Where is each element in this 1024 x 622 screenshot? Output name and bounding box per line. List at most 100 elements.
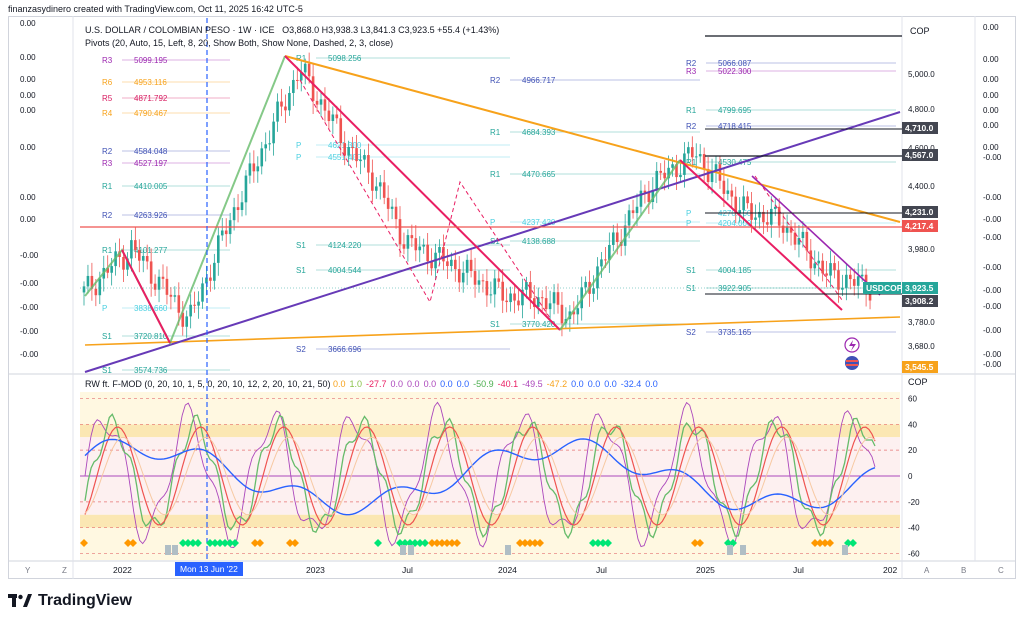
pivot-label: R3 [102, 159, 113, 168]
pivot-value: 4004.544 [328, 266, 362, 275]
candle-body [426, 244, 429, 262]
symbol-title: U.S. DOLLAR / COLOMBIAN PESO · 1W · ICE [85, 25, 275, 35]
lightning-glyph [849, 340, 856, 351]
osc-tick-label: -40 [908, 524, 920, 533]
osc-tick-label: 20 [908, 446, 917, 455]
left-scale-label: -0.00 [20, 327, 39, 336]
toolbar-button-B[interactable]: B [961, 566, 966, 575]
oscillator-value-7: 0.0 [456, 379, 470, 389]
candle-body [801, 231, 805, 239]
candle-body [122, 256, 125, 270]
zigzag-red-2 [284, 55, 561, 331]
candle-body [501, 281, 504, 301]
candle-body [734, 196, 738, 213]
candle-body [126, 258, 129, 270]
pivot-label: R2 [490, 76, 501, 85]
oscillator-value-15: -32.4 [620, 379, 642, 389]
right-scale-label: 0.00 [983, 75, 999, 84]
candle-body [758, 211, 761, 218]
oscillator-value-1: 1.0 [349, 379, 363, 389]
candle-body [592, 288, 595, 294]
diamond-marker-orange [443, 539, 451, 547]
left-scale-label: 0.00 [20, 193, 36, 202]
chart-frame [8, 16, 1016, 579]
candle-body [205, 277, 208, 284]
osc-tick-label: -20 [908, 498, 920, 507]
candle-body [339, 118, 343, 144]
candle-body [513, 293, 516, 301]
pivot-value: 3574.736 [134, 366, 168, 375]
candle-body [706, 168, 710, 183]
candle-body [343, 143, 346, 156]
diamond-marker-green [206, 539, 214, 547]
left-scale-label: 0.00 [20, 19, 36, 28]
pivot-value: 5098.256 [328, 54, 362, 63]
candle-body [754, 217, 757, 220]
candle-body [319, 99, 323, 105]
oscillator-value-4: 0.0 [407, 379, 420, 389]
pivot-value: 4263.926 [134, 211, 168, 220]
price-tag-label: 3,545.5 [905, 362, 934, 372]
pivot-label: R1 [102, 182, 113, 191]
pivot-label: S1 [490, 320, 500, 329]
candle-body [813, 263, 817, 269]
candle-body [244, 175, 248, 203]
time-tick-label: 2023 [306, 565, 325, 575]
toolbar-button-Z[interactable]: Z [62, 566, 67, 575]
left-scale-label: 0.00 [20, 106, 36, 115]
right-scale-label: 0.00 [983, 121, 999, 130]
candle-body [390, 206, 394, 209]
diamond-marker-orange [428, 539, 436, 547]
candle-body [213, 262, 216, 281]
time-tick-label: Jul [402, 565, 413, 575]
pivot-label: R1 [296, 54, 307, 63]
candle-body [224, 230, 228, 235]
candle-body [359, 159, 362, 162]
oscillator-value-5: 0.0 [423, 379, 437, 389]
diamond-marker-orange [811, 539, 819, 547]
candle-body [469, 259, 473, 272]
left-scale-label: -0.00 [20, 303, 39, 312]
toolbar-button-Y[interactable]: Y [25, 566, 31, 575]
pivot-value: 4966.717 [522, 76, 556, 85]
right-scale-label: 0.00 [983, 55, 999, 64]
left-scale-label: -0.00 [20, 251, 39, 260]
pivot-label: S1 [686, 284, 696, 293]
pivot-label: R6 [102, 78, 113, 87]
candle-body [536, 297, 540, 307]
pivot-value: 4718.415 [718, 122, 752, 131]
candle-body [363, 155, 366, 160]
candle-body [386, 197, 390, 209]
pivot-label: R2 [686, 59, 697, 68]
right-scale-label: -0.00 [983, 286, 1002, 295]
candle-body [260, 148, 264, 167]
candle-body [746, 196, 749, 204]
candle-body [655, 170, 659, 190]
candle-body [572, 311, 576, 315]
diamond-marker-green [194, 539, 202, 547]
candle-body [442, 246, 445, 262]
pivot-value: 3720.810 [134, 332, 168, 341]
oscillator-value-6: 0.0 [440, 379, 453, 389]
candle-body [402, 244, 406, 249]
candle-body [556, 292, 560, 305]
candle-body [347, 147, 350, 156]
diamond-marker-green [599, 539, 607, 547]
left-scale-label: -0.00 [20, 350, 39, 359]
chart-legend-symbol: U.S. DOLLAR / COLOMBIAN PESO · 1W · ICE … [85, 25, 499, 35]
chart-legend-pivots: Pivots (20, Auto, 15, Left, 8, 20, Show … [85, 38, 393, 48]
us-flag-stripe [846, 364, 858, 366]
candle-body [189, 304, 192, 317]
toolbar-button-C[interactable]: C [998, 566, 1004, 575]
candle-body [679, 174, 682, 178]
pivot-value: 4004.185 [718, 266, 752, 275]
candle-body [608, 244, 611, 260]
candle-body [311, 76, 315, 101]
candle-body [280, 101, 283, 107]
pivot-label: S1 [296, 241, 306, 250]
candle-body [177, 295, 181, 313]
toolbar-button-A[interactable]: A [924, 566, 930, 575]
pivot-label: P [686, 209, 691, 218]
candle-body [517, 300, 520, 306]
